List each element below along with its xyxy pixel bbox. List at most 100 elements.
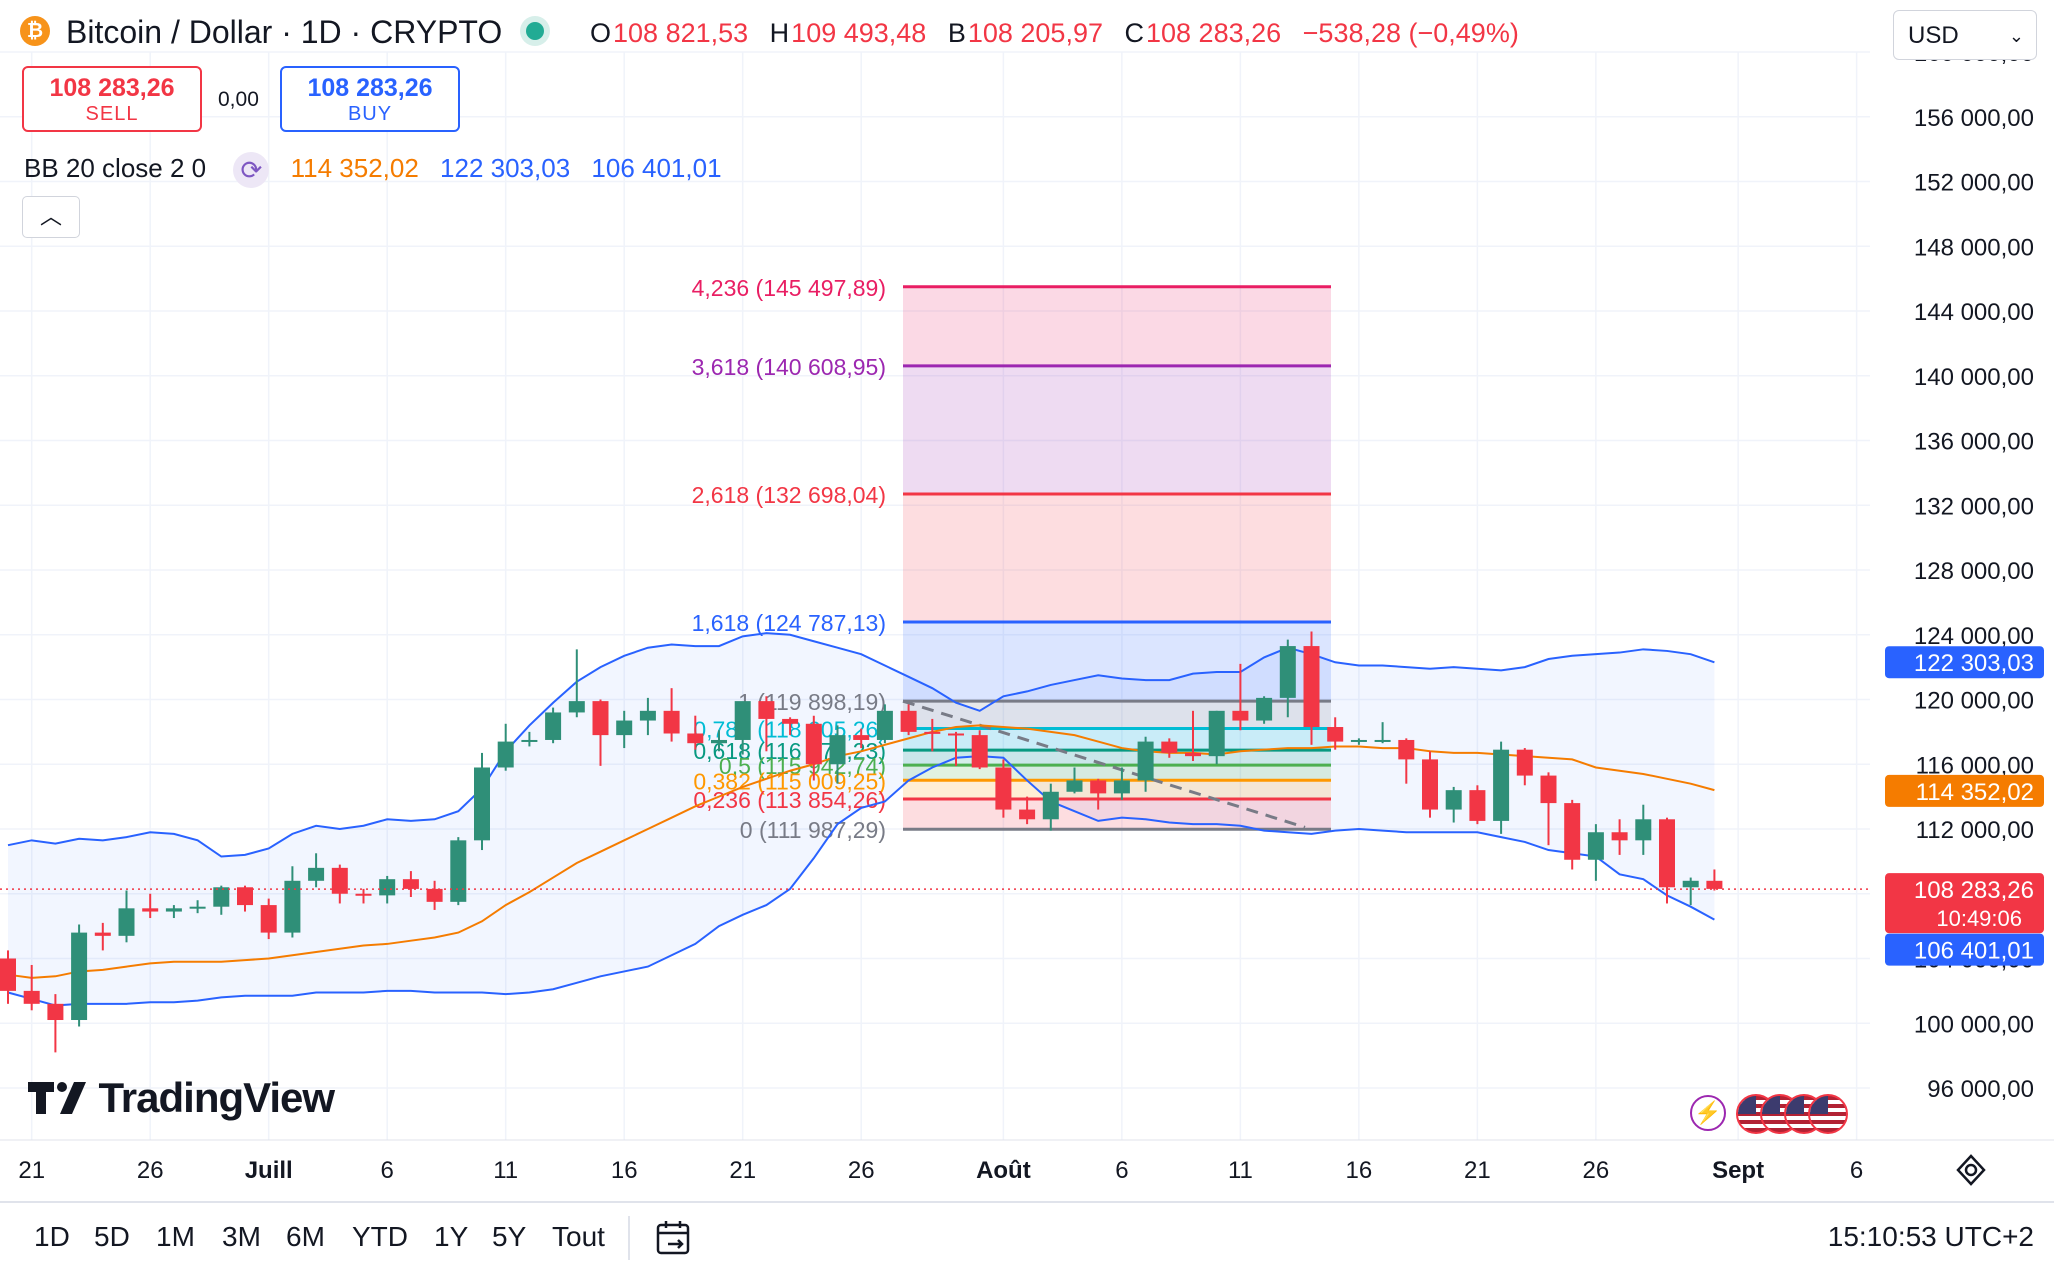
last-price-label-bg: [1885, 873, 2044, 934]
sell-button[interactable]: 108 283,26 SELL: [22, 66, 202, 132]
candle-body: [1185, 752, 1201, 757]
candle-body: [616, 720, 633, 736]
currency-select[interactable]: USD ⌄: [1893, 10, 2037, 60]
candle-body: [829, 735, 846, 765]
candle-body: [0, 958, 16, 991]
timezone-clock[interactable]: 15:10:53 UTC+2: [1827, 1221, 2034, 1252]
low-value: 108 205,97: [967, 18, 1103, 48]
time-tick-label: Juill: [245, 1157, 293, 1184]
price-tick-label: 128 000,00: [1914, 558, 2034, 585]
candle-body: [1659, 819, 1675, 888]
time-tick-label: 6: [1115, 1157, 1128, 1184]
candle-body: [402, 879, 419, 889]
candle-body: [497, 741, 514, 768]
lightning-icon[interactable]: ⚡: [1690, 1095, 1726, 1131]
candle-body: [450, 840, 467, 902]
candle-body: [71, 932, 88, 1021]
range-5y-button[interactable]: 5Y: [492, 1221, 527, 1252]
buy-label: BUY: [347, 103, 393, 125]
time-tick-label: 26: [1583, 1157, 1610, 1184]
price-tick-label: 112 000,00: [1916, 817, 2034, 844]
range-ytd-button[interactable]: YTD: [352, 1221, 408, 1252]
indicator-name[interactable]: BB 20 close 2 0: [24, 152, 207, 183]
symbol-title[interactable]: Bitcoin / Dollar · 1D · CRYPTO: [66, 14, 503, 50]
bb-lower-value: 106 401,01: [591, 152, 722, 183]
last-price-label: 108 283,26: [1914, 877, 2034, 904]
spread-value: 0,00: [218, 88, 259, 111]
price-tick-label: 152 000,00: [1914, 170, 2034, 197]
range-1y-button[interactable]: 1Y: [434, 1221, 469, 1252]
chevron-down-icon: ⌄: [2008, 26, 2024, 46]
low-key: B: [947, 18, 966, 48]
candle-body: [592, 701, 609, 736]
candle-body: [1208, 710, 1225, 757]
range-1m-button[interactable]: 1M: [156, 1221, 195, 1252]
candle-body: [189, 906, 206, 909]
fib-zone: [903, 622, 1331, 702]
time-tick-label: 11: [493, 1157, 518, 1184]
candle-body: [1161, 741, 1178, 753]
time-tick-label: 6: [381, 1157, 394, 1184]
range-1d-button[interactable]: 1D: [34, 1221, 70, 1252]
price-tick-label: 116 000,00: [1916, 752, 2034, 779]
candle-body: [1279, 646, 1296, 698]
candle-body: [545, 712, 562, 740]
range-3m-button[interactable]: 3M: [222, 1221, 261, 1252]
fib-level-label: 0 (111 987,29): [740, 817, 886, 843]
open-key: O: [590, 18, 612, 48]
basis-price-label-bg: [1885, 774, 2044, 807]
collapse-legend-button[interactable]: ︿: [22, 196, 80, 238]
close-value: 108 283,26: [1146, 18, 1282, 48]
candle-body: [1445, 790, 1462, 810]
candle-body: [1516, 749, 1533, 776]
candle-body: [687, 733, 704, 744]
upper-band-price-label-bg: [1885, 646, 2044, 679]
buy-button[interactable]: 108 283,26 BUY: [280, 66, 460, 132]
range-6m-button[interactable]: 6M: [286, 1221, 325, 1252]
time-tick-label: 21: [1464, 1157, 1491, 1184]
lower-band-price-label: 106 401,01: [1914, 938, 2034, 965]
candle-body: [355, 893, 372, 896]
price-tick-label: 140 000,00: [1914, 364, 2034, 391]
candle-body: [521, 739, 538, 742]
candle-body: [971, 735, 988, 768]
time-tick-label: 16: [611, 1157, 638, 1184]
candle-body: [1706, 880, 1723, 889]
candle-body: [1564, 803, 1581, 860]
candle-body: [260, 905, 277, 933]
candle-body: [474, 767, 490, 841]
axis-settings-icon[interactable]: [1953, 1152, 1989, 1188]
candle-body: [1611, 832, 1628, 841]
candle-body: [568, 701, 585, 713]
tradingview-logo[interactable]: TradingView: [28, 1074, 335, 1122]
time-tick-label: 26: [848, 1157, 875, 1184]
high-value: 109 493,48: [791, 18, 927, 48]
candle-body: [23, 990, 40, 1004]
basis-price-label: 114 352,02: [1916, 779, 2034, 806]
us-flag-icon[interactable]: [1808, 1094, 1848, 1134]
upper-band-price-label: 122 303,03: [1914, 650, 2034, 677]
time-tick-label: 21: [18, 1157, 45, 1184]
price-tick-label: 132 000,00: [1914, 493, 2034, 520]
fib-level-label: 0,5 (115 942,74): [719, 753, 886, 779]
ohlc-values: O108 821,53 H109 493,48 B108 205,97 C108…: [590, 18, 1533, 49]
market-status-icon[interactable]: [526, 22, 544, 40]
candle-body: [237, 887, 253, 906]
range-all-button[interactable]: Tout: [552, 1221, 605, 1252]
range-5d-button[interactable]: 5D: [94, 1221, 130, 1252]
calendar-goto-icon[interactable]: [654, 1218, 694, 1258]
toolbar-divider: [628, 1216, 630, 1260]
price-tick-label: 124 000,00: [1914, 623, 2034, 650]
fib-level-label: 4,236 (145 497,89): [692, 275, 886, 301]
fib-zone: [903, 365, 1331, 494]
sell-price: 108 283,26: [49, 74, 175, 102]
indicator-legend[interactable]: BB 20 close 2 0 ⟳ 114 352,02 122 303,03 …: [24, 152, 722, 188]
candle-body: [639, 710, 656, 721]
sync-icon[interactable]: ⟳: [233, 152, 270, 188]
fib-trend-line: [902, 699, 1306, 829]
bb-lower-line: [7, 755, 1715, 1007]
close-key: C: [1124, 18, 1145, 48]
fib-zone: [903, 286, 1331, 366]
fib-level-label: 2,618 (132 698,04): [692, 482, 886, 508]
